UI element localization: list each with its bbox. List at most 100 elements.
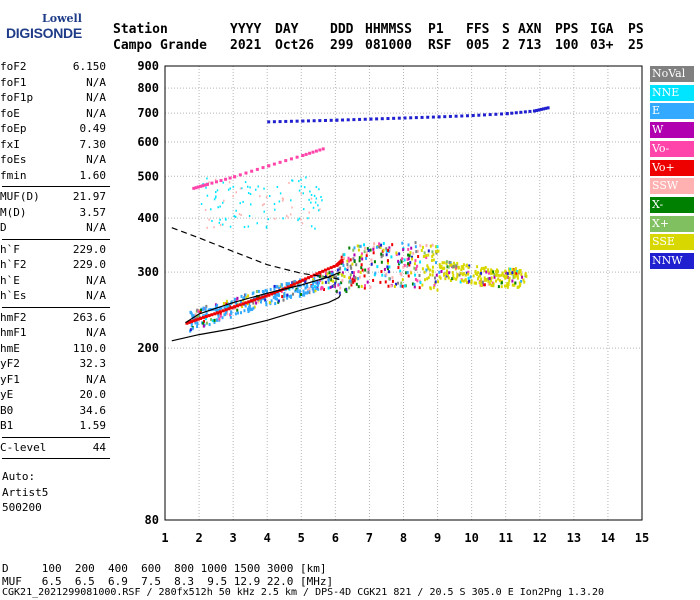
echo-point [504, 269, 507, 273]
trace-point [460, 114, 464, 118]
echo-point [397, 281, 400, 285]
header-value: 25 [628, 38, 644, 53]
echo-point [276, 297, 279, 301]
echo-point [511, 279, 514, 283]
param-divider [2, 458, 110, 459]
trace-point [369, 117, 373, 121]
echo-point [290, 213, 292, 216]
echo-point [434, 280, 437, 284]
echo-point [275, 284, 278, 288]
echo-point [234, 312, 237, 316]
echo-point [419, 260, 422, 264]
echo-point [490, 276, 493, 280]
x-tick-label: 15 [635, 531, 649, 545]
trace-point [230, 306, 234, 310]
echo-point [283, 292, 286, 296]
echo-point [402, 265, 405, 269]
echo-point [320, 287, 323, 291]
x-tick-label: 9 [434, 531, 441, 545]
echo-point [218, 221, 221, 224]
echo-point [490, 268, 493, 272]
echo-point [500, 285, 503, 289]
trace-point [306, 276, 310, 280]
echo-point [446, 269, 449, 273]
echo-point [299, 289, 302, 293]
echo-point [349, 273, 352, 277]
param-row: C-level 44 [0, 441, 106, 455]
echo-point [292, 280, 295, 284]
trace-point [309, 274, 313, 278]
trace-point [267, 293, 271, 297]
echo-point [481, 280, 484, 284]
param-value: 44 [92, 440, 106, 454]
echo-point [313, 285, 316, 289]
trace-point [306, 119, 310, 123]
echo-point [308, 291, 311, 295]
echo-point [272, 295, 275, 299]
echo-point [321, 275, 324, 279]
param-value: 34.6 [79, 403, 107, 417]
echo-point [427, 253, 430, 257]
echo-point [364, 284, 367, 288]
echo-point [196, 322, 199, 326]
echo-point [496, 269, 499, 273]
echo-point [288, 282, 291, 286]
model-curve [171, 294, 342, 342]
echo-point [343, 253, 346, 257]
trace-point [199, 184, 203, 188]
echo-point [369, 285, 372, 289]
echo-point [252, 301, 255, 305]
echo-point [522, 278, 525, 282]
trace-point [295, 155, 299, 159]
echo-point [224, 217, 227, 220]
echo-point [219, 218, 221, 221]
param-value: N/A [86, 326, 106, 339]
echo-point [517, 285, 520, 289]
echo-point [462, 263, 465, 267]
trace-point [505, 112, 509, 116]
trace-point [267, 164, 271, 168]
legend-item: SSW [650, 178, 694, 195]
echo-point [268, 195, 271, 198]
echo-point [321, 199, 323, 202]
echo-point [312, 282, 315, 286]
trace-point [375, 117, 379, 121]
param-row: B1 1.59 [0, 419, 106, 433]
trace-point [255, 297, 259, 301]
param-value: 229.0 [72, 242, 106, 256]
echo-point [210, 208, 212, 211]
trace-point [321, 269, 325, 273]
trace-point [312, 119, 316, 123]
echo-point [310, 225, 313, 228]
trace-point [420, 115, 424, 119]
echo-point [365, 254, 368, 258]
echo-point [352, 248, 355, 252]
echo-point [429, 268, 432, 272]
echo-point [236, 296, 239, 300]
echo-point [206, 194, 209, 197]
echo-point [341, 279, 344, 283]
echo-point [439, 266, 442, 270]
echo-point [440, 269, 443, 273]
trace-point [218, 310, 222, 314]
echo-point [239, 300, 242, 304]
param-key: hmE [0, 341, 20, 355]
echo-point [202, 324, 205, 328]
echo-point [348, 286, 351, 290]
echo-point [268, 301, 271, 305]
echo-point [313, 280, 316, 284]
echo-point [369, 248, 372, 252]
y-tick-label: 700 [137, 106, 159, 120]
param-row: hmF1 N/A [0, 326, 106, 340]
echo-point [409, 261, 412, 265]
echo-point [224, 312, 227, 316]
echo-point [200, 203, 203, 206]
echo-point [388, 246, 391, 250]
echo-point [321, 281, 324, 285]
trace-point [386, 117, 390, 121]
echo-point [241, 187, 243, 190]
echo-point [275, 292, 278, 296]
echo-point [503, 284, 506, 288]
param-key: foF2 [0, 60, 27, 73]
trace-point [426, 115, 430, 119]
